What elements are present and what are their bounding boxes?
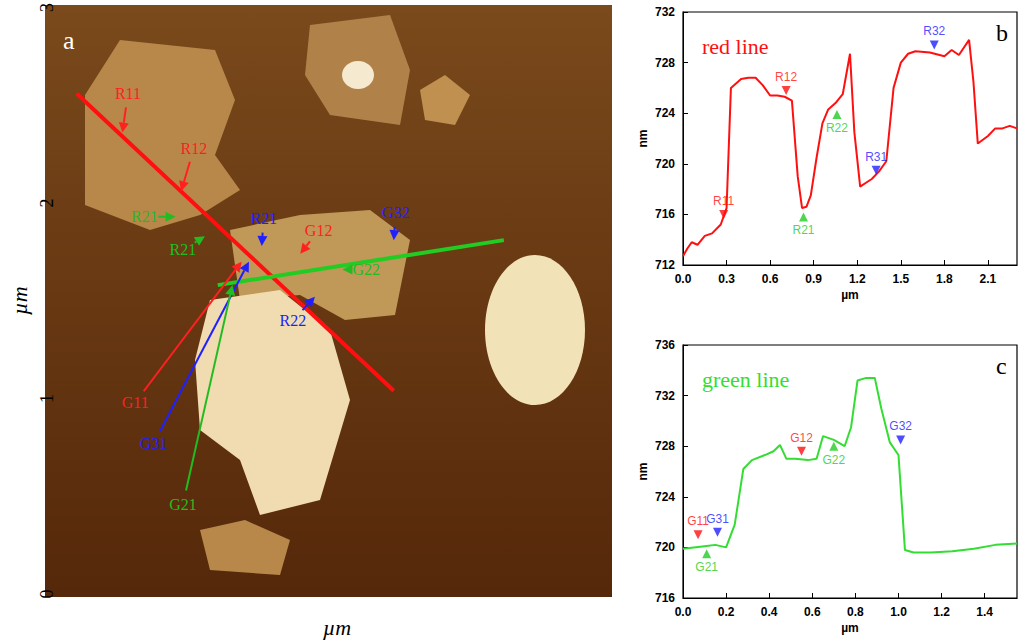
svg-text:728: 728 [655, 439, 675, 453]
svg-text:G12: G12 [790, 431, 813, 445]
svg-text:R21: R21 [170, 241, 197, 258]
svg-text:G11: G11 [122, 394, 149, 411]
svg-text:G31: G31 [140, 435, 168, 452]
svg-text:R12: R12 [181, 140, 208, 157]
svg-text:728: 728 [655, 56, 675, 70]
svg-text:G12: G12 [305, 222, 333, 239]
svg-text:720: 720 [655, 157, 675, 171]
svg-text:a: a [63, 26, 75, 55]
svg-text:0: 0 [37, 590, 57, 599]
svg-text:1.5: 1.5 [892, 272, 909, 286]
svg-text:0.2: 0.2 [718, 605, 735, 619]
svg-text:R31: R31 [865, 150, 887, 164]
svg-text:0.6: 0.6 [804, 605, 821, 619]
svg-text:716: 716 [655, 591, 675, 605]
svg-text:G21: G21 [695, 560, 718, 574]
svg-text:1.2: 1.2 [849, 272, 866, 286]
svg-text:720: 720 [655, 540, 675, 554]
svg-text:red line: red line [702, 34, 769, 59]
svg-text:b: b [996, 20, 1008, 46]
svg-text:G11: G11 [687, 514, 709, 529]
svg-text:1.0: 1.0 [890, 605, 907, 619]
svg-text:0.0: 0.0 [675, 605, 692, 619]
svg-text:G22: G22 [822, 453, 845, 467]
svg-text:nm: nm [636, 130, 650, 148]
svg-text:R21: R21 [793, 223, 815, 237]
svg-text:c: c [996, 353, 1007, 379]
svg-text:G32: G32 [382, 204, 410, 221]
svg-text:0.6: 0.6 [762, 272, 779, 286]
svg-text:0.4: 0.4 [761, 605, 778, 619]
svg-text:R22: R22 [280, 312, 307, 329]
svg-text:R32: R32 [923, 24, 945, 38]
svg-text:R22: R22 [826, 121, 848, 135]
svg-text:R11: R11 [115, 85, 141, 102]
svg-text:R11: R11 [713, 194, 734, 208]
svg-text:1.8: 1.8 [936, 272, 953, 286]
svg-text:µm: µm [841, 288, 859, 302]
svg-text:732: 732 [655, 5, 675, 19]
svg-text:R21: R21 [131, 208, 158, 225]
svg-text:R21: R21 [250, 210, 277, 227]
svg-text:3: 3 [37, 3, 57, 12]
svg-text:1: 1 [37, 394, 57, 403]
svg-text:µm: µm [323, 615, 352, 640]
svg-text:1.2: 1.2 [933, 605, 950, 619]
svg-text:736: 736 [655, 338, 675, 352]
svg-text:nm: nm [636, 463, 650, 481]
svg-text:1.4: 1.4 [976, 605, 993, 619]
svg-text:2: 2 [37, 199, 57, 208]
svg-text:716: 716 [655, 207, 675, 221]
svg-text:732: 732 [655, 389, 675, 403]
svg-text:0.9: 0.9 [805, 272, 822, 286]
svg-text:G31: G31 [706, 512, 729, 526]
svg-text:G22: G22 [353, 261, 381, 278]
svg-text:712: 712 [655, 258, 675, 272]
svg-text:724: 724 [655, 490, 675, 504]
svg-text:0.3: 0.3 [718, 272, 735, 286]
svg-text:µm: µm [7, 286, 32, 315]
svg-text:724: 724 [655, 106, 675, 120]
svg-text:0.0: 0.0 [675, 272, 692, 286]
svg-text:green line: green line [702, 367, 789, 392]
svg-text:R12: R12 [775, 70, 797, 84]
svg-text:2.1: 2.1 [980, 272, 997, 286]
svg-text:G32: G32 [889, 419, 912, 433]
svg-text:µm: µm [841, 621, 859, 635]
svg-text:0.8: 0.8 [847, 605, 864, 619]
svg-text:G21: G21 [169, 496, 197, 513]
